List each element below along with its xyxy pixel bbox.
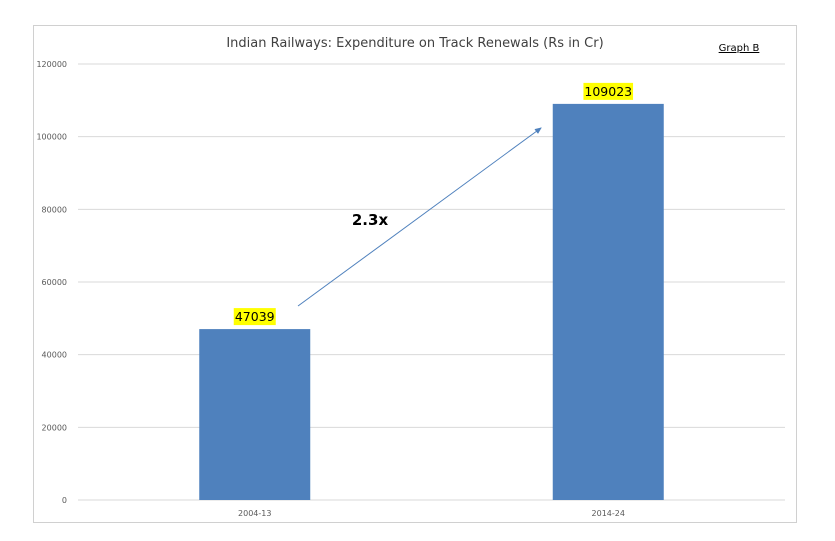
data-label-highlight: [583, 82, 634, 100]
chart-frame: [33, 25, 797, 523]
x-tick-label: 2004-13: [238, 509, 271, 518]
bar: [199, 329, 311, 500]
y-tick-label: 20000: [42, 423, 67, 432]
y-tick-label: 80000: [42, 205, 67, 214]
y-tick-label: 100000: [36, 133, 67, 142]
graph-label: Graph B: [719, 43, 760, 54]
data-labels: 47039 109023: [233, 82, 634, 326]
x-tick-label: 2014-24: [592, 509, 625, 518]
gridlines: [78, 63, 785, 501]
bars: [199, 103, 664, 500]
data-label-highlight: [233, 308, 276, 326]
x-axis-ticks: 2004-13 2014-24: [238, 509, 625, 518]
y-tick-label: 120000: [36, 60, 67, 69]
data-label: 47039: [235, 309, 275, 324]
chart-title: Indian Railways: Expenditure on Track Re…: [226, 36, 603, 51]
growth-annotation: 2.3x: [352, 211, 389, 229]
y-tick-label: 40000: [42, 351, 67, 360]
data-label: 109023: [584, 84, 632, 99]
growth-arrow: [297, 127, 542, 307]
y-tick-label: 60000: [42, 278, 67, 287]
y-axis-ticks: 0 20000 40000 60000 80000 100000 120000: [36, 60, 67, 505]
y-tick-label: 0: [62, 496, 67, 505]
bar: [552, 103, 664, 500]
